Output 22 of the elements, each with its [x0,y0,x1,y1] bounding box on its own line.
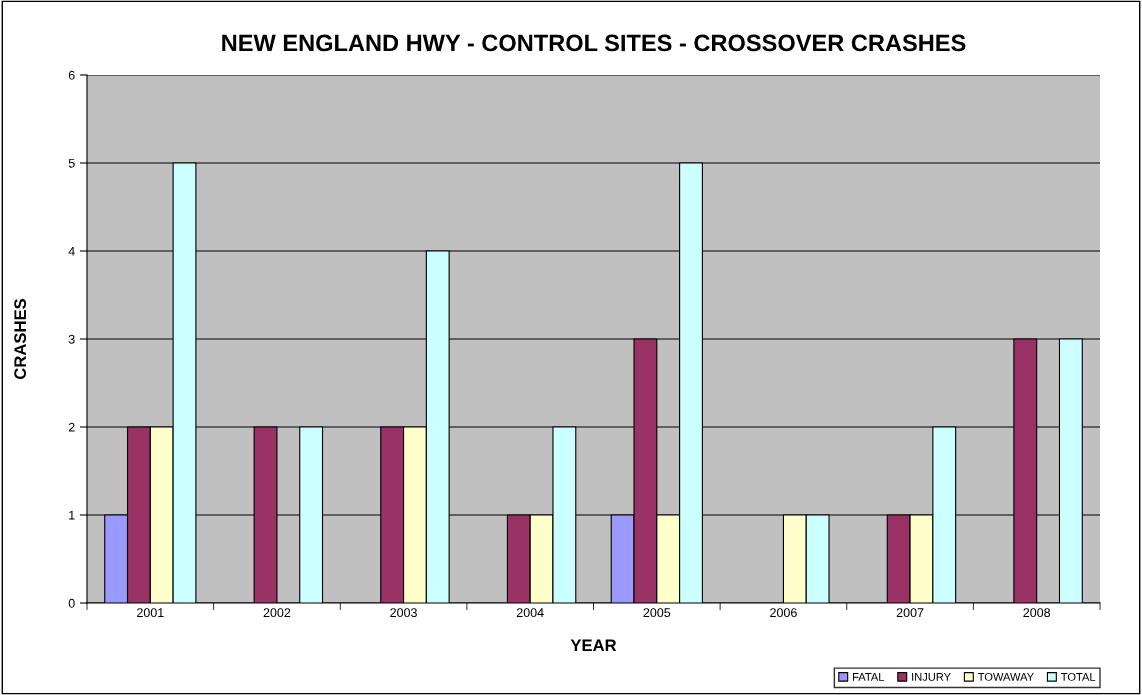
y-tick-label: 4 [68,246,75,256]
x-tick-label: 2002 [263,608,291,618]
y-tick-label: 6 [68,70,75,80]
y-tick-label: 1 [69,510,75,520]
x-axis-title: YEAR [570,639,617,652]
x-tick-label: 2003 [390,608,417,618]
chart-title: NEW ENGLAND HWY - CONTROL SITES - CROSSOVER CRASHES [222,34,966,52]
y-tick-label: 0 [68,598,75,608]
legend-label: INJURY [912,673,951,681]
x-tick-label: 2005 [643,608,671,618]
x-tick-label: 2004 [516,608,544,618]
legend-label: FATAL [853,673,885,681]
legend-label: TOWAWAY [977,672,1034,681]
x-tick-label: 2008 [1023,608,1051,618]
x-tick-label: 2007 [896,608,924,618]
y-axis-title: CRASHES [14,298,27,380]
x-tick-label: 2001 [137,608,164,618]
y-tick-label: 5 [68,158,75,168]
x-tick-label: 2006 [770,608,797,618]
y-tick-label: 2 [68,422,75,432]
legend-label: TOTAL [1061,672,1096,681]
y-tick-label: 3 [68,334,75,344]
